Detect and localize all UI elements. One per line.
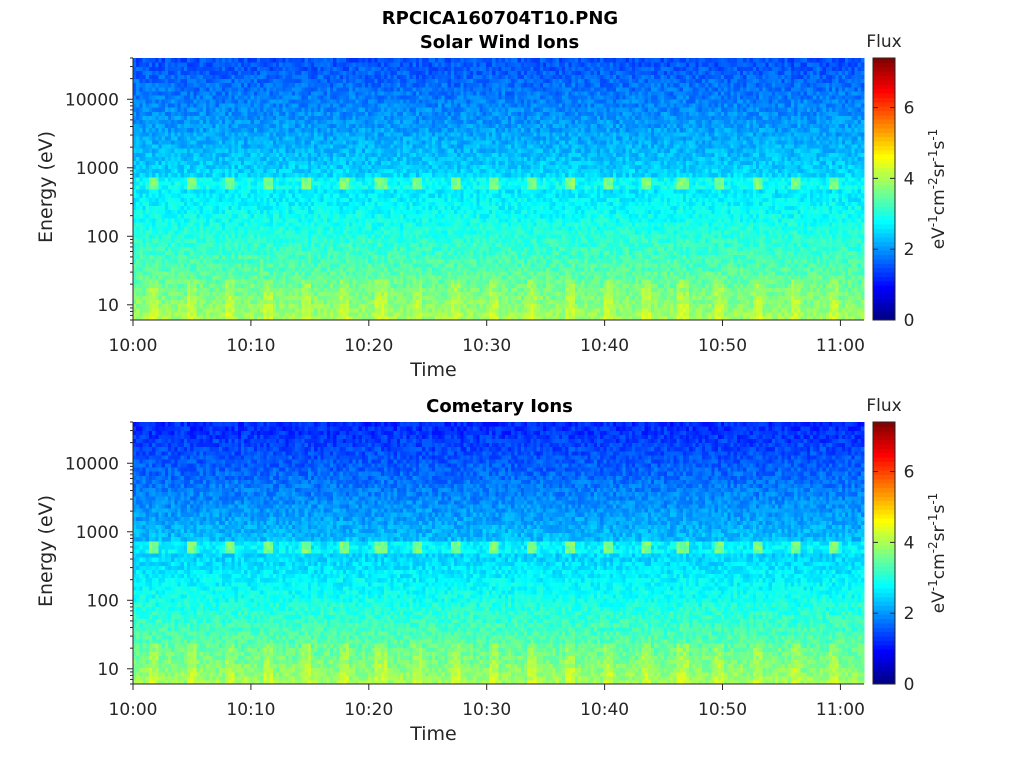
heatmap-cells <box>133 58 865 321</box>
heatmap-cell <box>861 271 865 276</box>
heatmap-cell <box>861 275 865 280</box>
heatmap-cell <box>861 312 865 317</box>
panel-title: Solar Wind Ions <box>420 32 579 53</box>
heatmap-cell <box>861 304 865 309</box>
heatmap-cell <box>861 267 865 272</box>
heatmap-cell <box>861 308 865 313</box>
figure-title: RPCICA160704T10.PNG <box>382 8 618 29</box>
heatmap-cell <box>861 263 865 268</box>
heatmap-cell <box>861 255 865 260</box>
heatmap-cell <box>861 287 865 292</box>
heatmap-cell <box>861 295 865 300</box>
heatmap-cell <box>861 279 865 284</box>
heatmap-cell <box>861 300 865 305</box>
heatmap-cell <box>861 291 865 296</box>
heatmap-cell <box>861 283 865 288</box>
heatmap-cell <box>861 259 865 264</box>
